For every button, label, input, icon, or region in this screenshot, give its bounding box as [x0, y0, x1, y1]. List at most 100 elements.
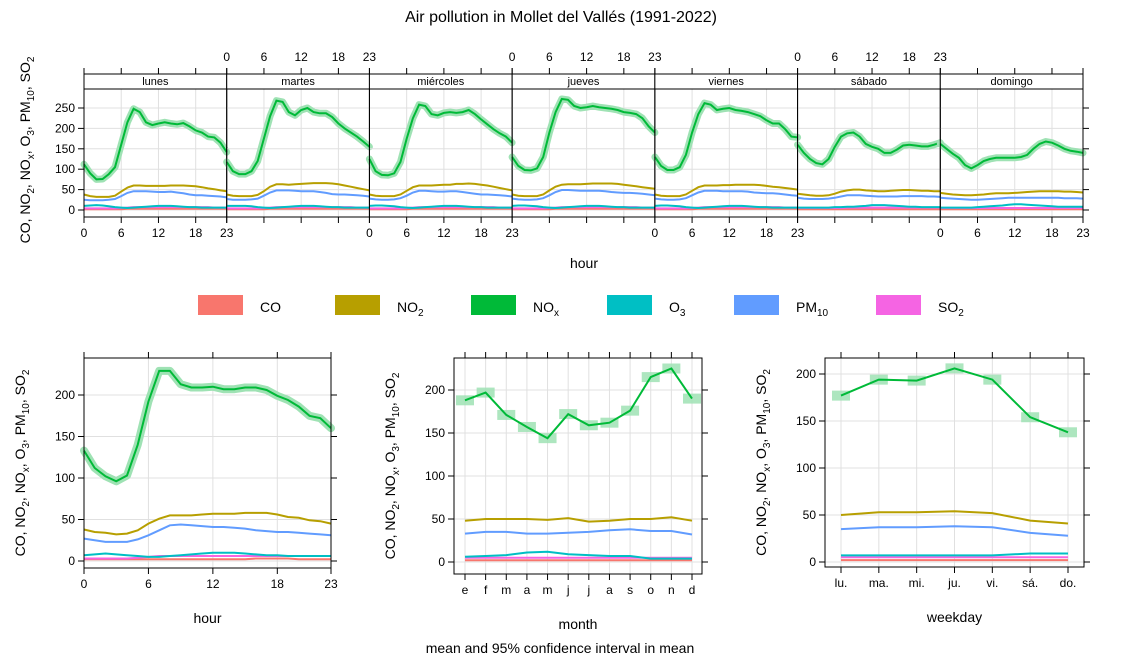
- x-tick-label: 23: [220, 226, 234, 240]
- strip-label: lunes: [142, 76, 169, 88]
- x-tick-label: 0: [223, 50, 230, 64]
- series-line-NOx: [464, 367, 693, 440]
- series-line-NO2: [369, 182, 513, 198]
- y-tick-label: 150: [55, 430, 75, 444]
- legend-label-SO2: SO2: [938, 299, 964, 319]
- legend: CO NO2 NOx O3 PM10 SO2: [198, 295, 964, 319]
- series-line-PM10: [940, 196, 1084, 201]
- series-line-NO2: [797, 188, 941, 197]
- panel-lunes: lunes 0 6 12 18 23: [80, 68, 234, 240]
- panel-border: [939, 88, 1084, 218]
- legend-label-PM10: PM10: [796, 299, 829, 319]
- series-line-NO2: [654, 183, 798, 198]
- series-line-O3: [464, 550, 692, 560]
- panel-jueves: jueves 0 6 12 18 23: [508, 50, 662, 223]
- y-axis-label: CO, NO2, NOx, O3, PM10, SO2: [12, 369, 32, 556]
- x-tick-label: m: [501, 583, 511, 597]
- panel-viernes: viernes 0 6 12 18 23: [651, 68, 805, 240]
- series-line-O3: [940, 203, 1083, 209]
- x-tick-label: d: [689, 583, 696, 597]
- plot-border: [83, 357, 332, 569]
- x-tick-label: 12: [294, 50, 308, 64]
- ci-band-NOx: [365, 101, 516, 179]
- y-tick-label: 50: [803, 508, 817, 522]
- x-tick-label: 18: [903, 50, 917, 64]
- y-axis-label: CO, NO2, NOx, O3, PM10, SO2: [17, 56, 37, 243]
- legend-swatch-SO2: [876, 295, 921, 315]
- legend-label-O3: O3: [669, 299, 686, 319]
- ci-band-NOx: [508, 95, 659, 174]
- series-line-O3: [654, 204, 798, 210]
- strip-label: martes: [281, 76, 315, 88]
- plot-border: [453, 357, 703, 575]
- hour-by-weekday-chart: lunes 0 6 12 18 23 martes 0 6 12 18 23 miércoles 0 6 12…: [17, 50, 1090, 271]
- x-axis-label: hour: [193, 610, 221, 626]
- y-tick-label: 100: [425, 469, 445, 483]
- legend-label-NO2: NO2: [397, 299, 424, 319]
- series-line-NOx: [511, 97, 656, 172]
- y-tick-label: 100: [55, 162, 75, 176]
- x-tick-label: 18: [189, 226, 203, 240]
- x-tick-label: 12: [152, 226, 166, 240]
- x-tick-label: 12: [437, 226, 451, 240]
- chart-caption: mean and 95% confidence interval in mean: [426, 640, 695, 656]
- y-tick-label: 150: [796, 414, 816, 428]
- x-tick-label: 12: [580, 50, 594, 64]
- series-line-NO2: [511, 182, 656, 198]
- x-tick-label: 23: [324, 577, 338, 591]
- series-line-O3: [83, 204, 227, 210]
- series-line-O3: [226, 204, 370, 210]
- series-line-PM10: [511, 189, 656, 201]
- strip-label: sábado: [851, 76, 887, 88]
- y-axis-label: CO, NO2, NOx, O3, PM10, SO2: [382, 372, 402, 559]
- legend-swatch-CO: [198, 295, 243, 315]
- series-line-NOx: [83, 369, 332, 483]
- x-tick-label: 18: [1045, 226, 1059, 240]
- x-tick-label: 18: [760, 226, 774, 240]
- x-tick-label: 18: [332, 50, 346, 64]
- legend-swatch-O3: [607, 295, 652, 315]
- x-tick-label: 23: [791, 226, 805, 240]
- y-tick-label: 0: [809, 555, 816, 569]
- x-axis-label: weekday: [926, 609, 982, 625]
- series-line-NO2: [840, 510, 1069, 525]
- ci-band-NOx: [651, 99, 802, 174]
- series-line-PM10: [83, 523, 332, 543]
- legend-label-NOx: NOx: [533, 299, 559, 319]
- panel-sábado: sábado 0 6 12 18 23: [794, 50, 947, 223]
- x-tick-label: vi.: [986, 576, 998, 590]
- x-tick-label: 0: [794, 50, 801, 64]
- x-tick-label: 12: [865, 50, 879, 64]
- series-line-NOx: [939, 140, 1084, 170]
- weekday-chart: lu. ma. mi. ju. vi. sá. do. 0 50 100 150 200 weekday…: [753, 352, 1090, 625]
- y-tick-label: 0: [438, 555, 445, 569]
- x-tick-label: 0: [81, 226, 88, 240]
- series-line-PM10: [369, 189, 513, 201]
- x-tick-label: 6: [974, 226, 981, 240]
- y-tick-label: 100: [55, 471, 75, 485]
- x-tick-label: a: [606, 583, 613, 597]
- x-tick-label: 0: [366, 226, 373, 240]
- panel-martes: martes 0 6 12 18 23: [223, 50, 376, 223]
- y-tick-label: 200: [55, 388, 75, 402]
- y-tick-label: 200: [796, 367, 816, 381]
- x-tick-label: ju.: [947, 576, 961, 590]
- strip-label: domingo: [991, 76, 1033, 88]
- x-tick-label: 23: [1076, 226, 1090, 240]
- series-line-NOx: [83, 107, 228, 181]
- x-tick-label: 6: [403, 226, 410, 240]
- series-line-PM10: [464, 528, 693, 536]
- legend-label-CO: CO: [260, 299, 281, 315]
- x-tick-label: sá.: [1022, 576, 1038, 590]
- x-tick-label: 12: [723, 226, 737, 240]
- x-tick-label: ma.: [869, 576, 889, 590]
- y-tick-label: 0: [68, 554, 75, 568]
- legend-swatch-NOx: [471, 295, 516, 315]
- y-tick-label: 0: [68, 203, 75, 217]
- x-tick-label: f: [484, 583, 488, 597]
- x-tick-label: 6: [689, 226, 696, 240]
- y-tick-label: 50: [62, 183, 76, 197]
- series-line-PM10: [797, 194, 941, 200]
- strip-label: miércoles: [417, 76, 465, 88]
